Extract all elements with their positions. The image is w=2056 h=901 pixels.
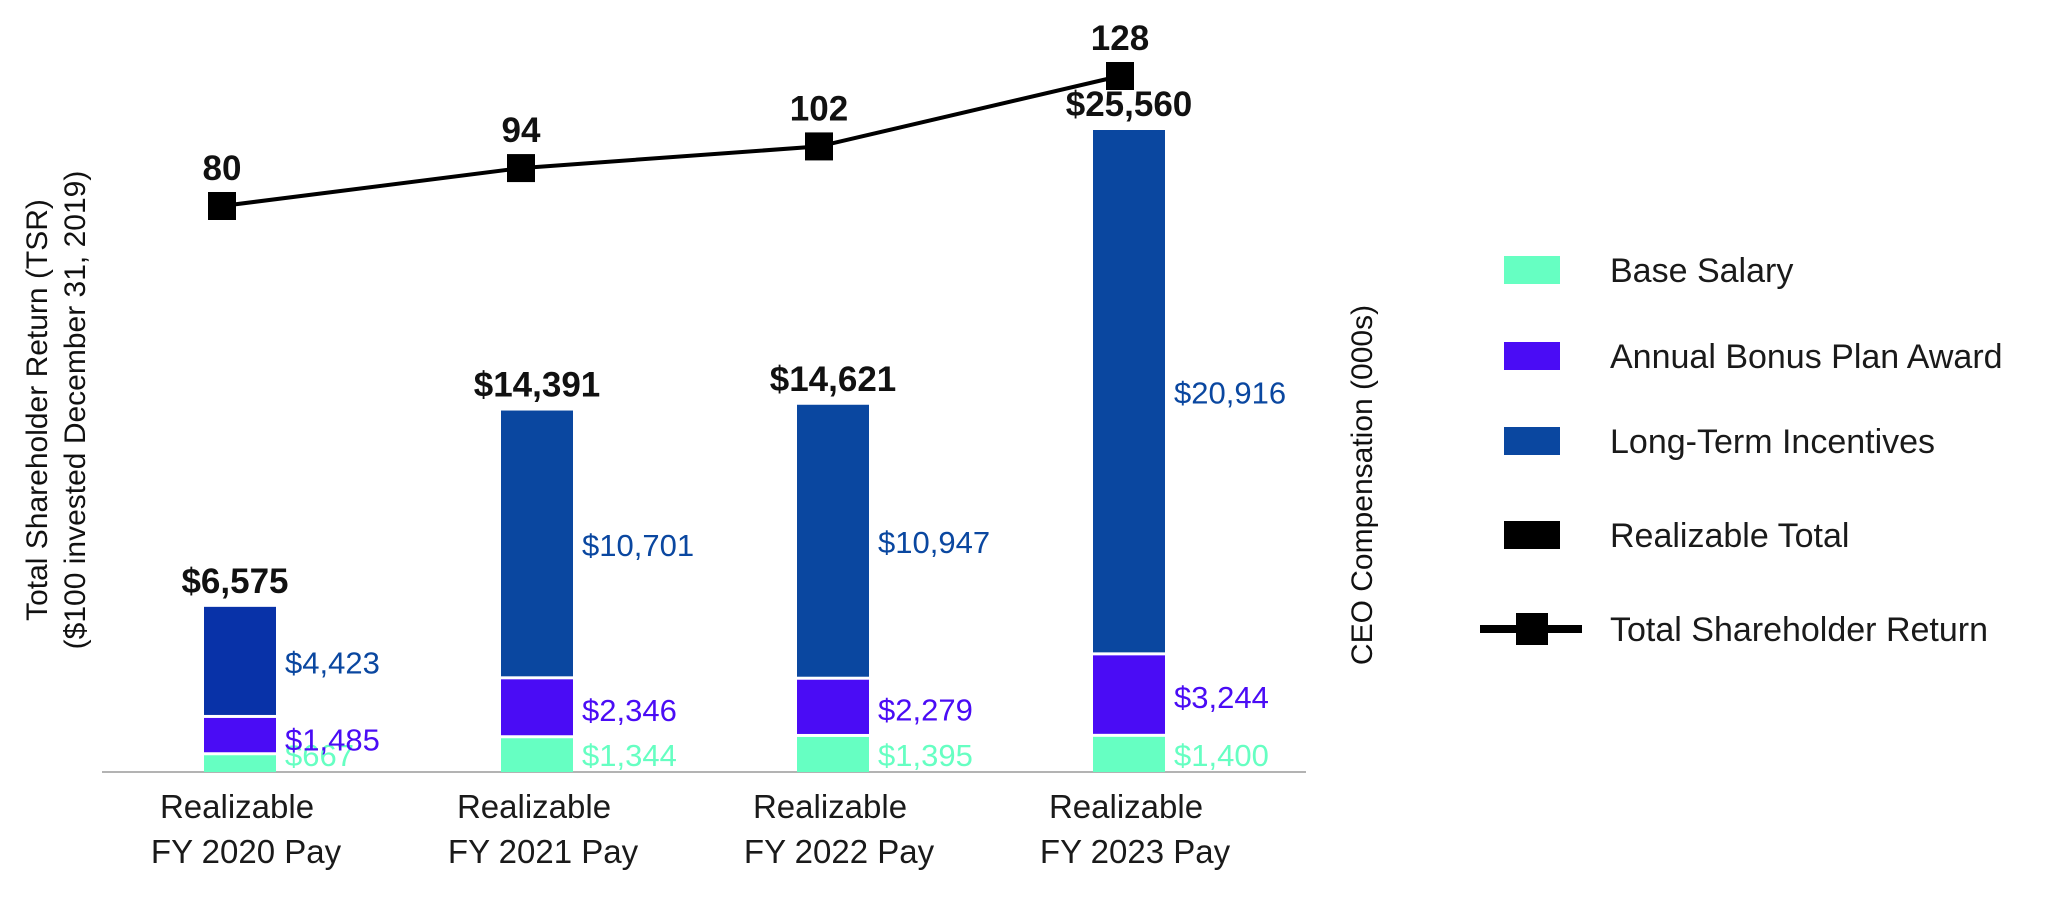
segment-label-base-salary-2: $1,344	[582, 738, 677, 773]
total-label-1: $6,575	[181, 562, 288, 601]
segment-label-annual-bonus-plan-award-3: $2,279	[878, 692, 973, 727]
legend-label-5: Total Shareholder Return	[1610, 611, 1988, 649]
legend-label-2: Annual Bonus Plan Award	[1610, 338, 2003, 376]
category-label-group: Realizable FY 2020 Pay Realizable FY 2021 P…	[151, 788, 1231, 870]
tsr-value-label-1: 80	[203, 149, 242, 188]
tsr-line	[221, 74, 1121, 208]
category-label-2-line-2: FY 2021 Pay	[448, 833, 639, 870]
segment-label-long-term-incentives-3: $10,947	[878, 525, 990, 560]
category-label-1-line-2: FY 2020 Pay	[151, 833, 342, 870]
legend-label-4: Realizable Total	[1610, 517, 1849, 555]
tsr-point-1	[208, 192, 236, 220]
category-label-4-line-1: Realizable	[1049, 788, 1203, 825]
legend-swatch-3	[1504, 427, 1560, 455]
segment-label-annual-bonus-plan-award-1: $1,485	[285, 723, 380, 758]
bar-annual-bonus-plan-award-2	[501, 679, 573, 736]
tsr-point-2	[507, 154, 535, 183]
bar-base-salary-2	[501, 738, 573, 772]
category-label-3-line-2: FY 2022 Pay	[744, 833, 935, 870]
segment-label-long-term-incentives-1: $4,423	[285, 645, 380, 680]
legend-swatch-1	[1504, 256, 1560, 284]
total-label-4: $25,560	[1066, 85, 1193, 124]
bar-long-term-incentives-3	[797, 404, 869, 677]
bar-group	[204, 130, 1165, 772]
category-label-1-line-1: Realizable	[160, 788, 314, 825]
tsr-point-3	[805, 132, 833, 161]
legend-swatch-2	[1504, 342, 1560, 370]
legend-label-3: Long-Term Incentives	[1610, 423, 1935, 461]
segment-label-base-salary-4: $1,400	[1174, 738, 1269, 773]
segment-label-annual-bonus-plan-award-2: $2,346	[582, 693, 677, 728]
total-label-3: $14,621	[770, 360, 897, 399]
legend-swatch-4	[1504, 521, 1560, 549]
total-label-2: $14,391	[474, 366, 601, 405]
total-label-group: $6,575 $14,391 $14,621 $25,560	[181, 85, 1192, 601]
tsr-point-4	[1106, 62, 1134, 90]
left-axis-title: Total Shareholder Return (TSR) ($100 inv…	[21, 171, 92, 650]
segment-label-long-term-incentives-4: $20,916	[1174, 376, 1286, 411]
bar-base-salary-1	[204, 755, 276, 772]
tsr-value-label-2: 94	[502, 111, 541, 150]
segment-label-base-salary-3: $1,395	[878, 738, 973, 773]
right-axis-title: CEO Compensation (000s)	[1346, 305, 1379, 665]
bar-base-salary-3	[797, 736, 869, 772]
bar-long-term-incentives-4	[1093, 130, 1165, 653]
category-label-2-line-1: Realizable	[457, 788, 611, 825]
legend-label-1: Base Salary	[1610, 252, 1793, 290]
tsr-value-label-4: 128	[1091, 19, 1149, 58]
legend: Base Salary Annual Bonus Plan Award Long-T…	[1480, 252, 2003, 649]
bar-annual-bonus-plan-award-3	[797, 679, 869, 734]
category-label-3-line-1: Realizable	[753, 788, 907, 825]
bar-base-salary-4	[1093, 736, 1165, 772]
left-axis-title-line-2: ($100 invested December 31, 2019)	[59, 171, 92, 650]
segment-label-group: $667$1,485 $4,423 $1,344 $2,346 $10,701 $1,39…	[285, 376, 1286, 773]
bar-long-term-incentives-2	[501, 410, 573, 677]
bar-long-term-incentives-1	[204, 606, 276, 715]
category-label-4-line-2: FY 2023 Pay	[1040, 833, 1231, 870]
tsr-line-group: 80 94 102 128	[203, 19, 1149, 220]
segment-label-annual-bonus-plan-award-4: $3,244	[1174, 680, 1269, 715]
legend-marker-swatch	[1516, 613, 1548, 645]
segment-label-long-term-incentives-2: $10,701	[582, 528, 694, 563]
segment-label-base-salary-1: $667	[285, 738, 354, 773]
bar-annual-bonus-plan-award-1	[204, 717, 276, 753]
tsr-value-label-3: 102	[790, 89, 848, 128]
left-axis-title-line-1: Total Shareholder Return (TSR)	[21, 199, 54, 621]
bar-annual-bonus-plan-award-4	[1093, 655, 1165, 734]
